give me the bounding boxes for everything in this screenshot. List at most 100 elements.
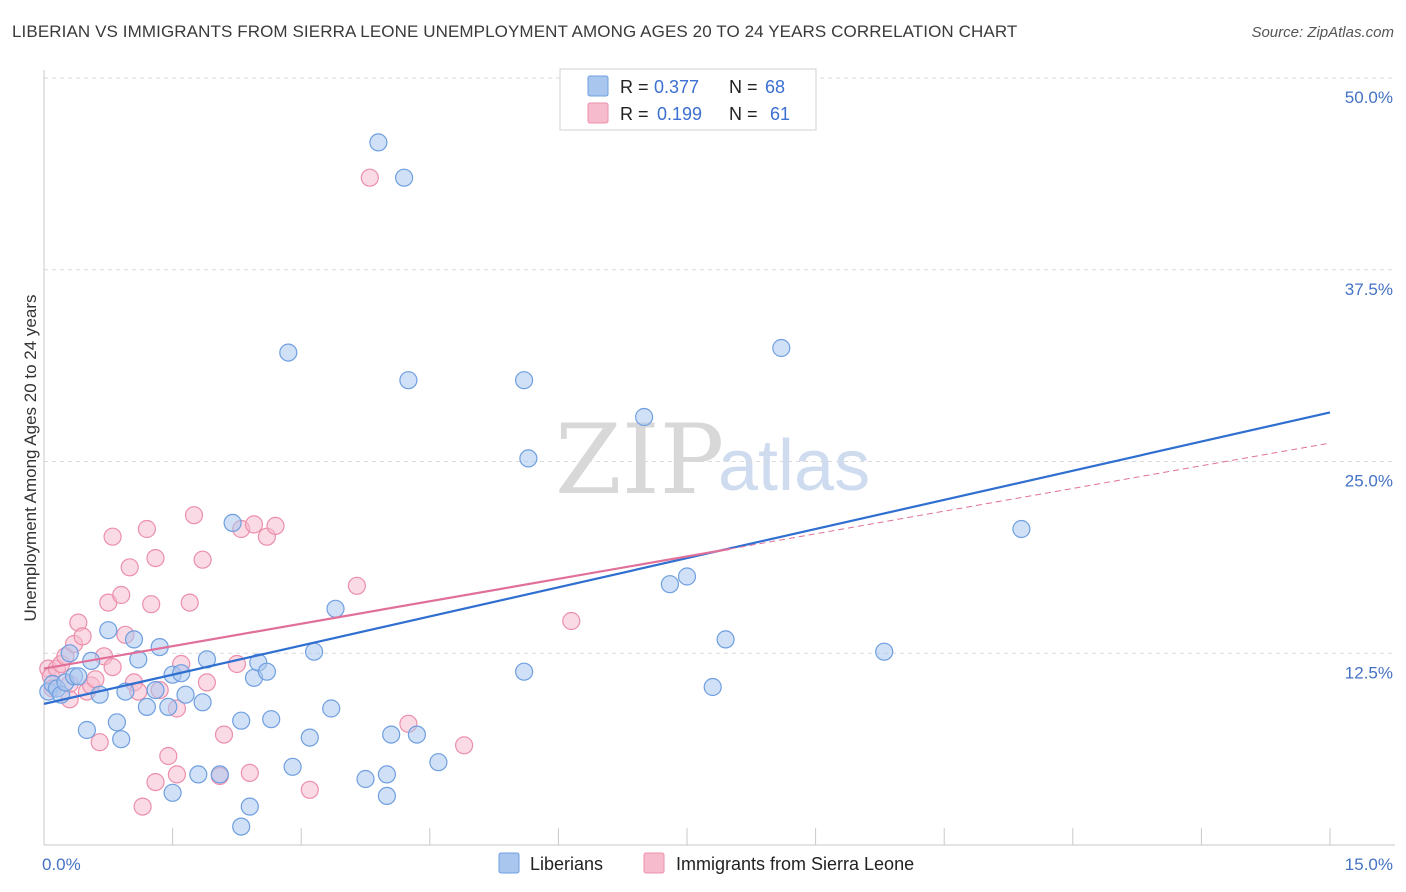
point-sierra-leone-45	[266, 516, 285, 536]
trend-line-liberians	[43, 411, 1331, 705]
point-sierra-leone-42	[240, 763, 259, 783]
tick-labels: 12.5% 25.0% 37.5% 50.0% 0.0% 15.0%	[42, 88, 1393, 874]
bottom-legend-swatch-liberians	[498, 852, 520, 874]
point-sierra-leone-28	[146, 772, 165, 792]
legend-r-label-2: R =	[620, 104, 649, 124]
point-sierra-leone-36	[193, 550, 212, 569]
legend: R = 0.377 N = 68 R = 0.199 N = 61	[559, 68, 817, 131]
point-liberians-58	[703, 677, 722, 697]
point-sierra-leone-47	[347, 576, 366, 595]
y-axis-label: Unemployment Among Ages 20 to 24 years	[21, 295, 40, 622]
bottom-legend-swatch-sierra-leone	[643, 852, 665, 874]
point-liberians-26	[193, 693, 212, 712]
point-sierra-leone-46	[300, 780, 319, 799]
point-sierra-leone-48	[360, 168, 379, 187]
point-sierra-leone-32	[167, 765, 186, 784]
point-liberians-47	[382, 725, 401, 744]
point-liberians-37	[283, 757, 302, 776]
point-liberians-46	[377, 786, 396, 806]
point-sierra-leone-30	[159, 746, 178, 766]
point-liberians-7	[69, 667, 88, 686]
legend-n-value-2: 61	[770, 104, 790, 124]
point-liberians-44	[369, 133, 388, 152]
point-liberians-51	[429, 753, 448, 772]
source-label: Source: ZipAtlas.com	[1251, 24, 1394, 41]
y-tick-label-2: 37.5%	[1345, 280, 1393, 299]
point-sierra-leone-21	[120, 558, 139, 577]
point-liberians-10	[90, 685, 109, 704]
point-sierra-leone-14	[90, 733, 109, 752]
point-liberians-57	[677, 567, 697, 586]
bottom-legend-liberians: Liberians	[530, 854, 603, 874]
point-sierra-leone-43	[244, 515, 264, 534]
point-liberians-32	[240, 797, 259, 816]
point-liberians-31	[232, 817, 251, 836]
point-liberians-18	[146, 680, 165, 700]
point-liberians-59	[716, 630, 735, 649]
point-sierra-leone-18	[103, 657, 122, 677]
point-liberians-45	[377, 765, 396, 784]
point-liberians-53	[514, 371, 534, 390]
point-liberians-49	[399, 371, 418, 390]
point-liberians-25	[189, 765, 208, 784]
point-sierra-leone-37	[197, 673, 216, 692]
point-liberians-60	[772, 338, 791, 358]
trend-line-sierra-leone	[43, 547, 731, 670]
point-liberians-5	[60, 644, 79, 663]
watermark-atlas: atlas	[718, 426, 870, 506]
point-liberians-38	[279, 343, 298, 362]
y-tick-label-0: 12.5%	[1345, 663, 1393, 682]
point-liberians-48	[395, 168, 414, 187]
point-sierra-leone-27	[146, 548, 165, 568]
point-liberians-17	[137, 697, 156, 717]
point-liberians-35	[257, 662, 276, 681]
point-liberians-15	[124, 630, 144, 649]
x-tick-label-1: 15.0%	[1345, 855, 1393, 874]
point-sierra-leone-17	[103, 527, 122, 546]
point-liberians-12	[107, 713, 127, 732]
x-tick-label-0: 0.0%	[42, 855, 81, 874]
point-liberians-24	[176, 685, 195, 704]
point-liberians-28	[210, 765, 229, 784]
chart-title: LIBERIAN VS IMMIGRANTS FROM SIERRA LEONE…	[12, 22, 1018, 41]
y-tick-label-1: 25.0%	[1345, 472, 1393, 491]
point-sierra-leone-35	[184, 506, 204, 525]
bottom-legend-sierra-leone: Immigrants from Sierra Leone	[676, 854, 914, 874]
point-liberians-41	[322, 699, 341, 718]
point-liberians-40	[305, 642, 324, 661]
trend-line-sierra-leone-extrapolated	[729, 442, 1331, 550]
point-liberians-11	[99, 621, 118, 640]
point-liberians-29	[223, 513, 242, 533]
point-liberians-54	[519, 449, 538, 468]
point-liberians-50	[407, 725, 426, 744]
point-liberians-56	[660, 575, 680, 594]
legend-n-label-2: N =	[729, 104, 758, 124]
point-liberians-62	[1012, 519, 1031, 539]
y-tick-label-3: 50.0%	[1345, 88, 1393, 107]
legend-swatch-liberians	[587, 75, 609, 97]
point-sierra-leone-26	[142, 595, 161, 614]
point-liberians-30	[232, 711, 251, 730]
legend-n-label-1: N =	[729, 77, 758, 97]
point-liberians-43	[356, 769, 375, 789]
legend-r-value-1: 0.377	[654, 77, 699, 97]
point-liberians-61	[875, 642, 894, 661]
point-liberians-52	[514, 662, 534, 681]
point-liberians-13	[112, 730, 131, 749]
legend-r-label-1: R =	[620, 77, 649, 97]
gridlines	[44, 77, 1395, 845]
point-sierra-leone-51	[562, 611, 581, 631]
point-liberians-36	[262, 710, 281, 729]
point-sierra-leone-50	[455, 736, 474, 755]
point-sierra-leone-25	[137, 519, 156, 539]
point-sierra-leone-10	[73, 627, 92, 646]
point-sierra-leone-39	[214, 725, 234, 744]
legend-n-value-1: 68	[765, 77, 785, 97]
point-liberians-16	[129, 650, 148, 669]
legend-swatch-sierra-leone	[587, 102, 609, 124]
point-liberians-8	[77, 720, 97, 740]
legend-r-value-2: 0.199	[657, 104, 702, 124]
bottom-legend: Liberians Immigrants from Sierra Leone	[498, 852, 914, 874]
point-liberians-55	[634, 407, 654, 427]
